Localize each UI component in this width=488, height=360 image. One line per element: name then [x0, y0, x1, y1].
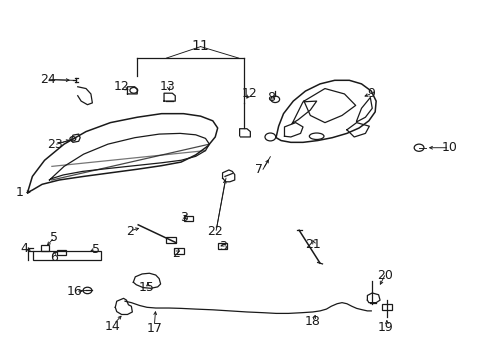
- Text: 1: 1: [15, 186, 23, 199]
- Text: 2: 2: [172, 247, 180, 260]
- Text: 2: 2: [126, 225, 134, 238]
- Text: 8: 8: [267, 91, 275, 104]
- Text: 5: 5: [92, 243, 100, 256]
- Bar: [217, 243, 227, 249]
- Text: 18: 18: [304, 315, 320, 328]
- Text: 12: 12: [114, 80, 129, 93]
- Text: 20: 20: [376, 269, 392, 282]
- Text: 3: 3: [218, 240, 226, 253]
- Text: 11: 11: [191, 39, 209, 53]
- Text: 24: 24: [41, 73, 56, 86]
- Text: 16: 16: [67, 285, 82, 298]
- Text: 12: 12: [241, 87, 257, 100]
- Text: 13: 13: [159, 80, 175, 93]
- Text: 5: 5: [50, 231, 58, 244]
- Bar: [381, 304, 391, 310]
- Text: 9: 9: [366, 87, 374, 100]
- Text: 14: 14: [105, 320, 121, 333]
- Text: 23: 23: [47, 138, 63, 150]
- Text: 21: 21: [304, 238, 320, 251]
- Text: 6: 6: [50, 251, 58, 264]
- Text: 10: 10: [441, 141, 456, 154]
- Bar: [166, 237, 176, 243]
- Text: 4: 4: [20, 242, 28, 255]
- Bar: [183, 216, 193, 221]
- Bar: [173, 248, 183, 253]
- Bar: [33, 251, 101, 260]
- Text: 15: 15: [139, 281, 155, 294]
- Text: 3: 3: [179, 211, 187, 224]
- Bar: [57, 249, 66, 255]
- Bar: [41, 245, 49, 251]
- Text: 22: 22: [207, 225, 223, 238]
- Text: 19: 19: [377, 320, 393, 333]
- Text: 7: 7: [255, 163, 263, 176]
- Text: 17: 17: [146, 322, 162, 335]
